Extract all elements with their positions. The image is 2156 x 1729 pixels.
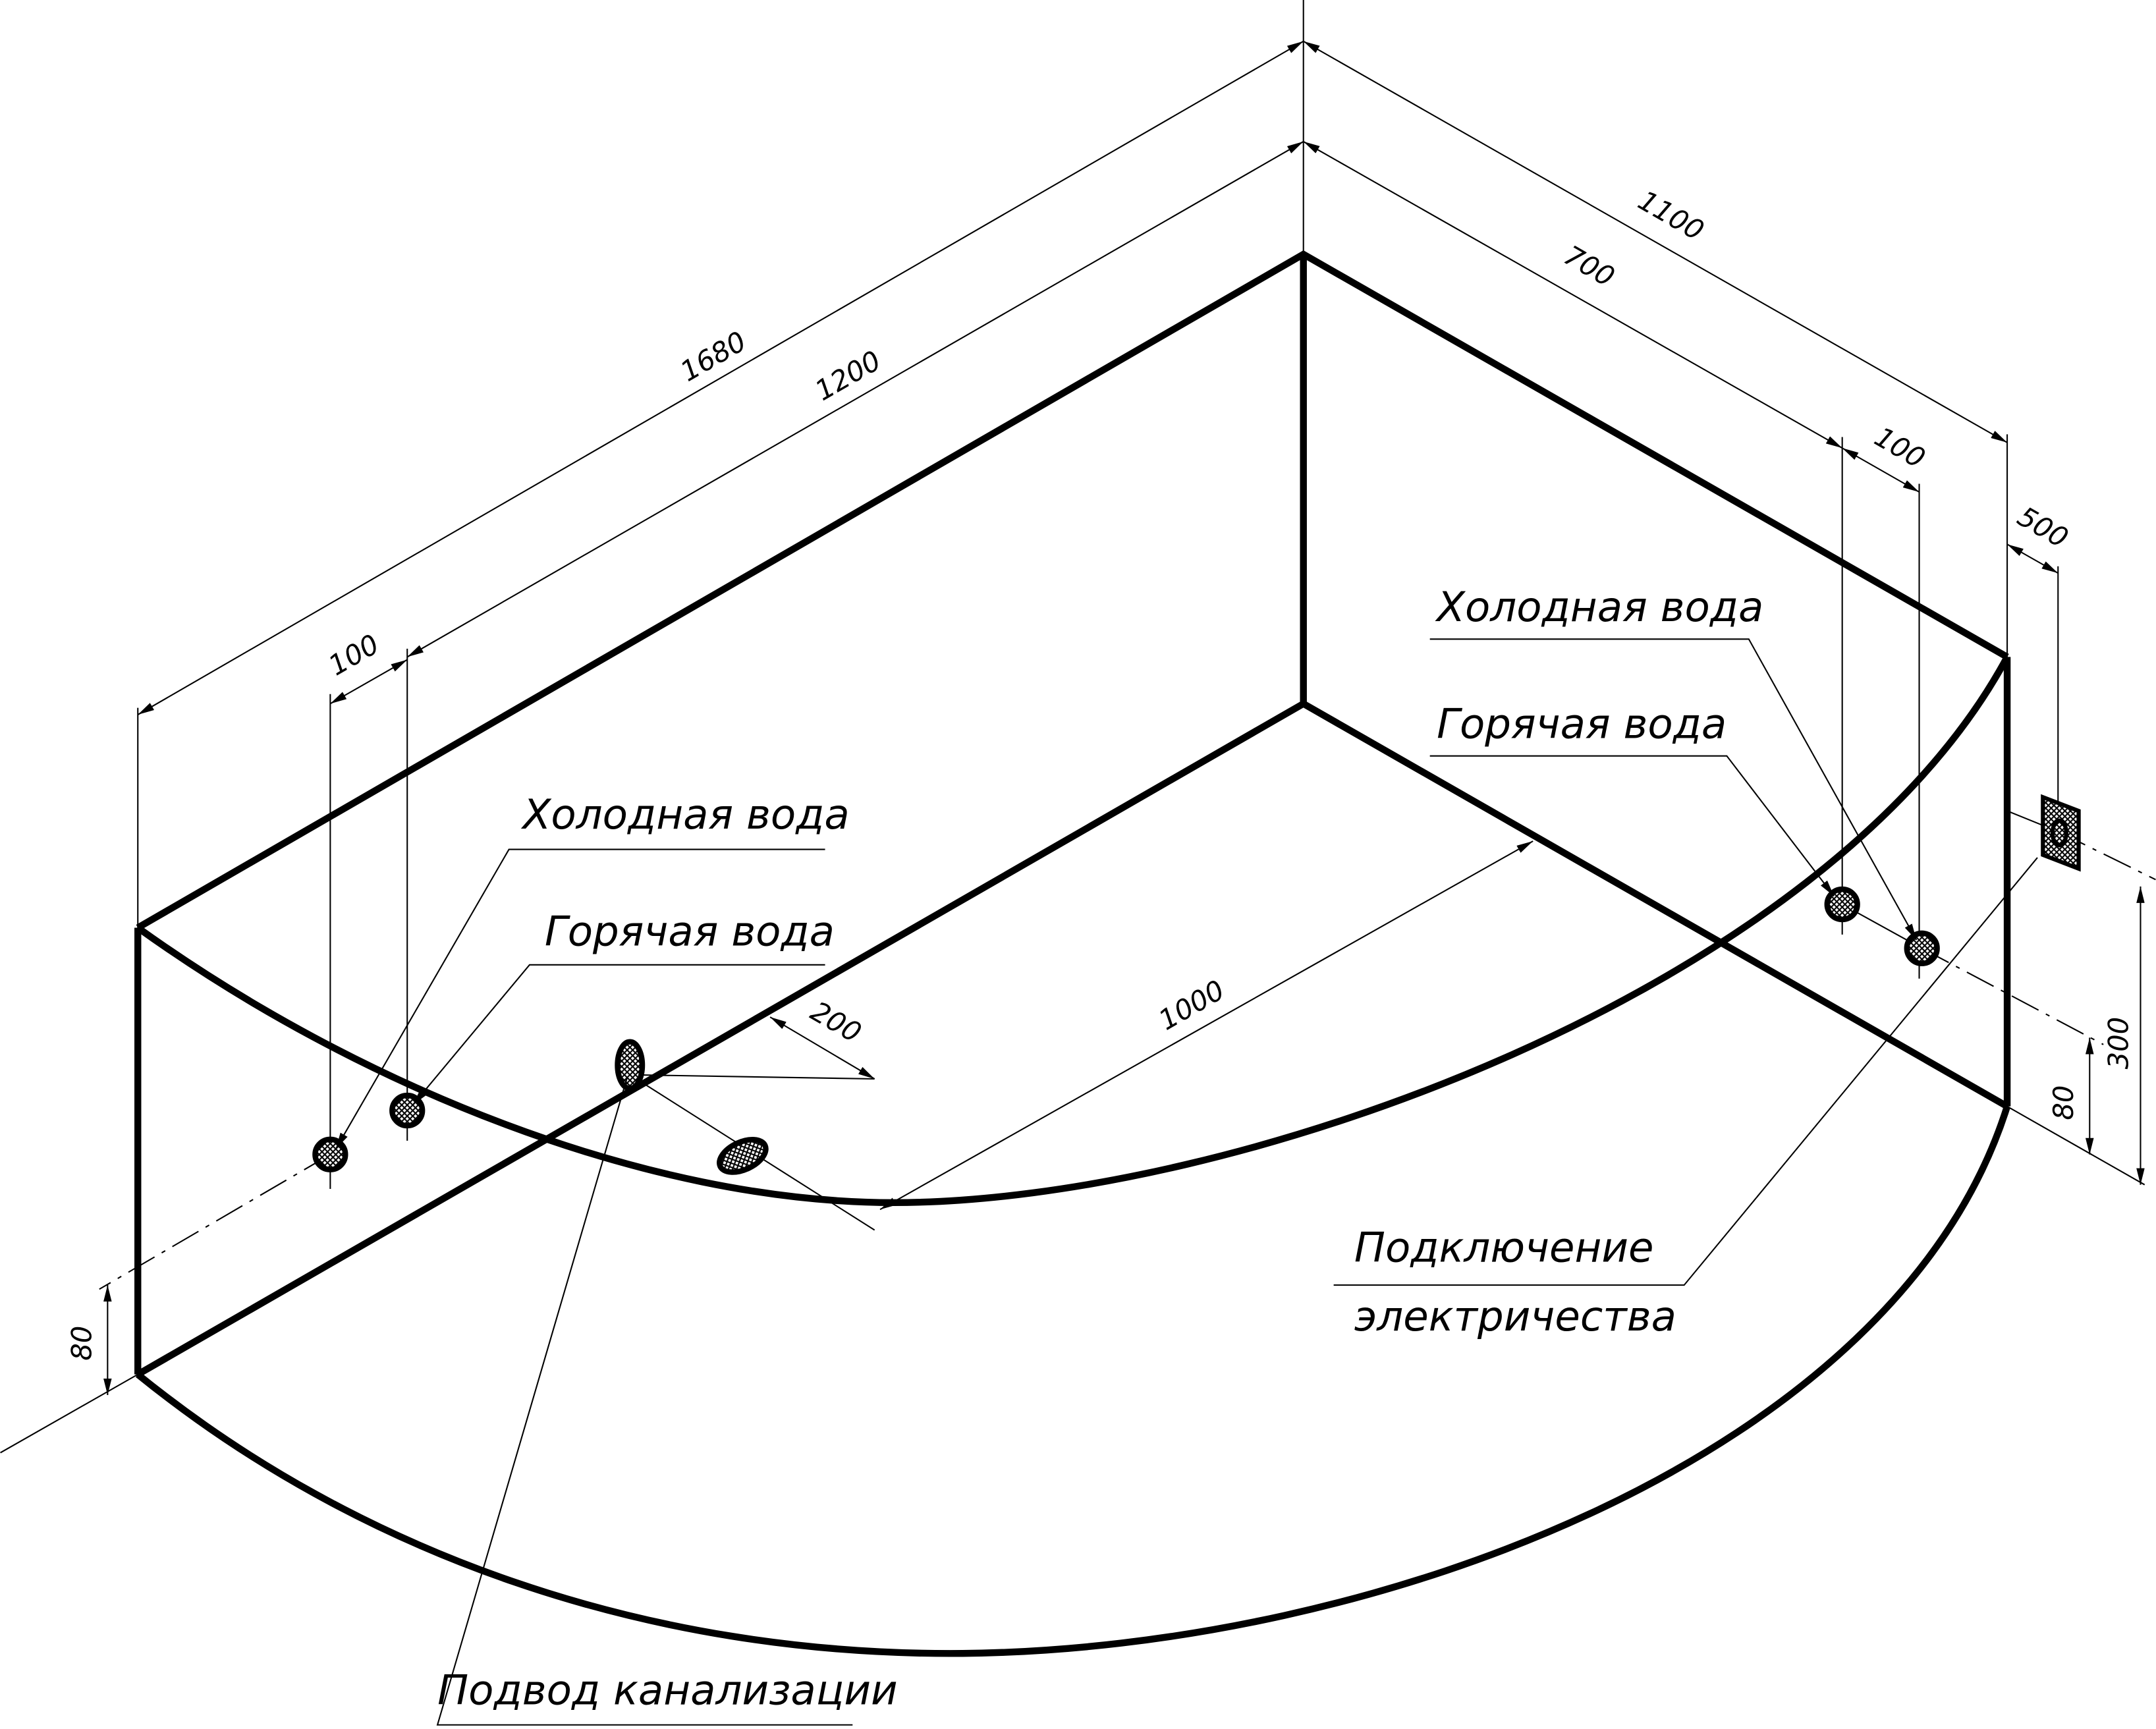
drain-overflow-icon [615, 1039, 646, 1091]
dim-100-right-label: 100 [1869, 420, 1931, 474]
dimensions: 1680 1200 100 1100 700 100 500 1000 200 … [65, 40, 2156, 1395]
hot-water-right-pipe-icon [1824, 886, 1860, 923]
label-hot-water-right: Горячая вода [1437, 700, 1727, 748]
label-electric-line2: электричества [1354, 1292, 1676, 1340]
dim-100-left-line [329, 659, 408, 705]
label-cold-water-right: Холодная вода [1435, 583, 1763, 631]
dim-200-line [769, 1016, 875, 1080]
dim-1200-line [406, 141, 1304, 658]
floor-wall-edges [136, 700, 2009, 1378]
dim-500-line [2006, 543, 2059, 574]
dim-80-left-label: 80 [65, 1326, 97, 1361]
bathtub-outline [0, 0, 2145, 1657]
drain-outlet-icon [717, 1137, 769, 1175]
dim-80-right-label: 80 [2047, 1085, 2080, 1120]
dim-1100-label: 1100 [1633, 184, 1709, 247]
leader-lines [335, 638, 2038, 1726]
dim-1200-label: 1200 [810, 344, 886, 407]
dim-1680-line [137, 40, 1304, 715]
dim-1000-line [879, 840, 1534, 1211]
electric-socket-icon [2041, 794, 2081, 872]
label-cold-water-left: Холодная вода [520, 790, 849, 838]
cold-water-left-pipe-icon [312, 1136, 348, 1172]
dim-1000-label: 1000 [1153, 974, 1230, 1037]
dim-500-label: 500 [2012, 500, 2074, 554]
label-electric-line1: Подключение [1354, 1224, 1654, 1272]
floor-extension-right [2006, 1105, 2145, 1186]
dim-700-label: 700 [1559, 239, 1620, 293]
label-drain: Подвод канализации [437, 1666, 898, 1714]
label-hot-water-left: Горячая вода [545, 908, 835, 956]
dim-300-label: 300 [2103, 1017, 2135, 1070]
floor-extension-left [0, 1373, 138, 1454]
cold-water-right-pipe-icon [1904, 930, 1940, 966]
front-bottom-arc [135, 1105, 2011, 1657]
dim-700-line [1303, 141, 1843, 449]
dim-100-left-label: 100 [323, 628, 384, 682]
dim-100-right-line [1842, 447, 1920, 493]
dim-1100-line [1303, 40, 2008, 443]
dim-200-label: 200 [806, 995, 867, 1049]
connection-points [312, 794, 2081, 1175]
dim-1680-label: 1680 [675, 325, 751, 388]
